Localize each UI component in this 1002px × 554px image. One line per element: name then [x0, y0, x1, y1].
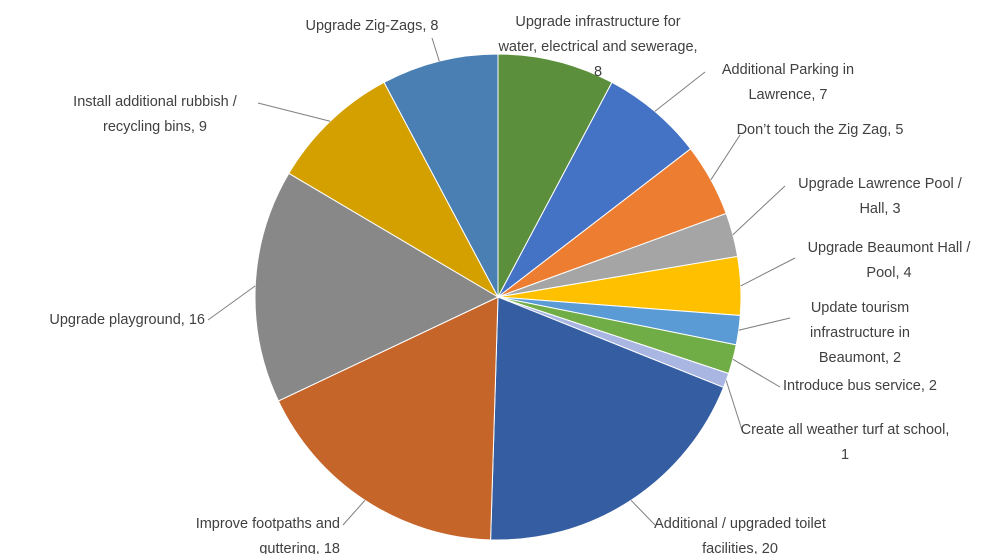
leader-line: [257, 102, 331, 122]
data-label: Upgrade Lawrence Pool / Hall3: [785, 172, 975, 222]
data-label: Create all weather turf at school 1: [740, 418, 950, 468]
label-name: Introduce bus service: [783, 378, 929, 394]
leader-line: [207, 285, 256, 321]
label-value: 9: [198, 119, 207, 135]
data-label: Additional Parking in Lawrence7: [698, 58, 878, 108]
leader-line: [732, 185, 786, 236]
pie-slice: [490, 296, 725, 541]
label-name: Upgrade playground: [49, 312, 188, 328]
leader-line: [740, 257, 796, 287]
leader-line: [342, 499, 366, 526]
data-label: Introduce bus service2: [783, 374, 1002, 399]
data-label: Upgrade Beaumont Hall / Pool4: [794, 236, 984, 286]
label-value: 2: [928, 378, 937, 394]
label-value: 4: [903, 265, 912, 281]
label-name: Additional Parking in Lawrence: [722, 62, 854, 103]
leader-line: [738, 317, 791, 331]
label-name: Upgrade Beaumont Hall / Pool: [808, 240, 971, 281]
data-label: Upgrade playground16: [0, 308, 205, 333]
leader-line: [431, 37, 440, 62]
leader-line: [725, 380, 743, 431]
label-value: 3: [892, 201, 901, 217]
pie-slice: [277, 296, 499, 541]
label-value: 7: [819, 87, 828, 103]
label-value: 20: [761, 541, 778, 554]
label-name: Update tourism infrastructure in Beaumon…: [810, 300, 910, 366]
data-label: Improve footpaths and guttering18: [150, 512, 340, 554]
label-value: 2: [893, 350, 902, 366]
label-value: 5: [895, 122, 904, 138]
label-name: Upgrade Zig-Zags: [306, 18, 431, 34]
label-name: Additional / upgraded toilet facilities: [654, 516, 826, 554]
label-value: 18: [323, 541, 340, 554]
label-value: 8: [593, 64, 603, 80]
data-label: Additional / upgraded toilet facilities2…: [650, 512, 830, 554]
data-label: Don’t touch the Zig Zag5: [735, 118, 905, 143]
pie-slice: [288, 81, 500, 299]
label-value: 1: [840, 447, 850, 463]
label-name: Install additional rubbish / recycling b…: [73, 94, 237, 135]
label-name: Upgrade Lawrence Pool / Hall: [798, 176, 962, 217]
data-label: Install additional rubbish / recycling b…: [50, 90, 260, 140]
label-value: 16: [188, 312, 205, 328]
label-name: Create all weather turf at school: [741, 422, 950, 438]
label-name: Improve footpaths and guttering: [196, 516, 340, 554]
data-label: Upgrade Zig-Zags8: [282, 14, 462, 39]
label-value: 8: [430, 18, 439, 34]
pie-slice: [383, 53, 499, 298]
label-name: Don’t touch the Zig Zag: [737, 122, 896, 138]
leader-line: [654, 71, 706, 112]
label-name: Upgrade infrastructure for water, electr…: [498, 14, 697, 55]
data-label: Update tourism infrastructure in Beaumon…: [780, 296, 940, 371]
leader-line: [630, 499, 656, 526]
data-label: Upgrade infrastructure for water, electr…: [498, 10, 698, 85]
leader-line: [710, 134, 741, 181]
pie-slice: [497, 53, 613, 298]
pie-slice: [254, 172, 500, 402]
leader-line: [732, 358, 781, 388]
